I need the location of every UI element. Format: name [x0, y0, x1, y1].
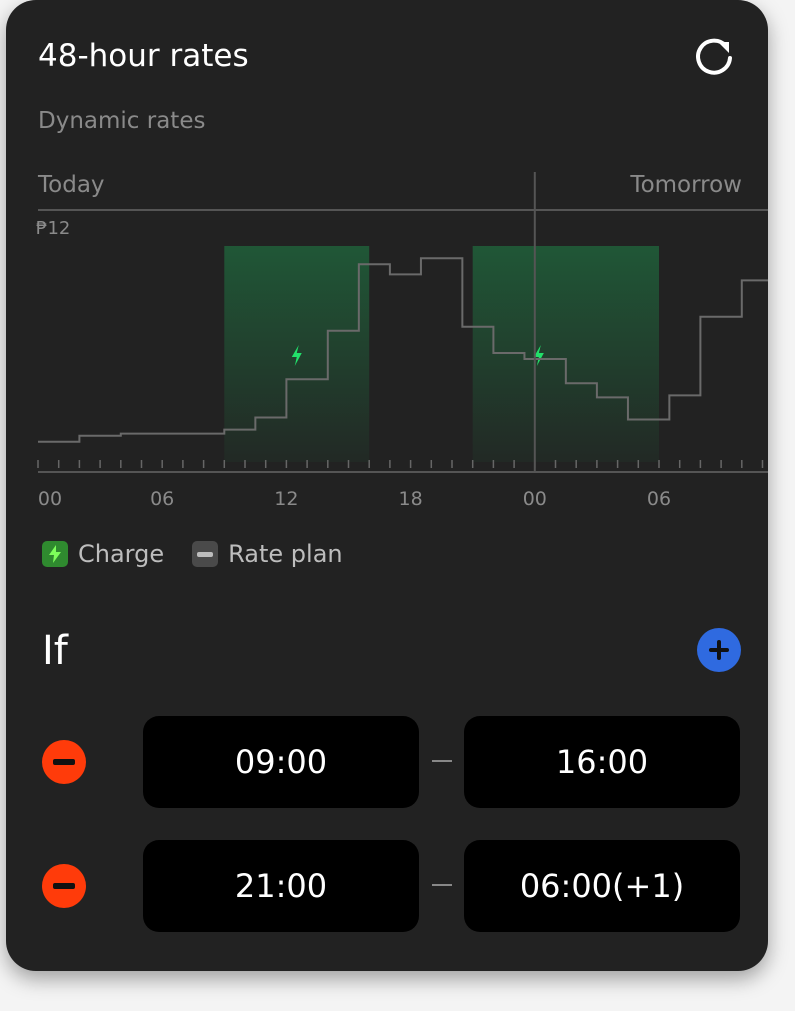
start-time-field[interactable]: 09:00: [143, 716, 419, 808]
x-tick-label: 06: [647, 488, 671, 510]
charge-bolt-icon: [291, 345, 302, 366]
add-time-range-button[interactable]: [697, 628, 741, 672]
legend-charge-label: Charge: [78, 540, 165, 568]
y-max-label: ₱12: [36, 218, 71, 239]
refresh-icon[interactable]: [692, 36, 736, 80]
charge-legend-icon: [42, 541, 68, 567]
rates-card: 48-hour rates Dynamic rates Today Tomorr…: [6, 0, 768, 971]
end-time-field[interactable]: 06:00(+1): [464, 840, 740, 932]
subtitle: Dynamic rates: [38, 108, 206, 134]
remove-range-button[interactable]: [42, 864, 86, 908]
charge-bolt-icon: [533, 345, 544, 366]
remove-range-button[interactable]: [42, 740, 86, 784]
end-time-field[interactable]: 16:00: [464, 716, 740, 808]
charge-window: [472, 246, 659, 462]
plus-icon-vertical: [717, 640, 721, 660]
minus-icon: [53, 883, 75, 889]
x-tick-label: 06: [150, 488, 174, 510]
day-label-today: Today: [38, 172, 105, 198]
start-time-field[interactable]: 21:00: [143, 840, 419, 932]
rate-plan-legend-icon: [192, 541, 219, 567]
minus-icon: [53, 759, 75, 765]
x-tick-label: 18: [399, 488, 423, 510]
range-separator: [432, 760, 452, 762]
if-title: If: [42, 628, 68, 674]
rate-chart: 00 06 12 18 00 06: [37, 172, 768, 510]
card-title: 48-hour rates: [38, 38, 249, 74]
range-separator: [432, 884, 452, 886]
x-tick-label: 00: [38, 488, 62, 510]
day-label-tomorrow: Tomorrow: [630, 172, 742, 198]
x-tick-label: 12: [274, 488, 298, 510]
legend: Charge Rate plan: [42, 540, 343, 568]
x-tick-label: 00: [523, 488, 547, 510]
time-range-row: 09:00 16:00: [6, 716, 768, 808]
time-range-row: 21:00 06:00(+1): [6, 840, 768, 932]
rate-plan-line: [38, 257, 768, 443]
legend-rate-plan-label: Rate plan: [228, 540, 343, 568]
